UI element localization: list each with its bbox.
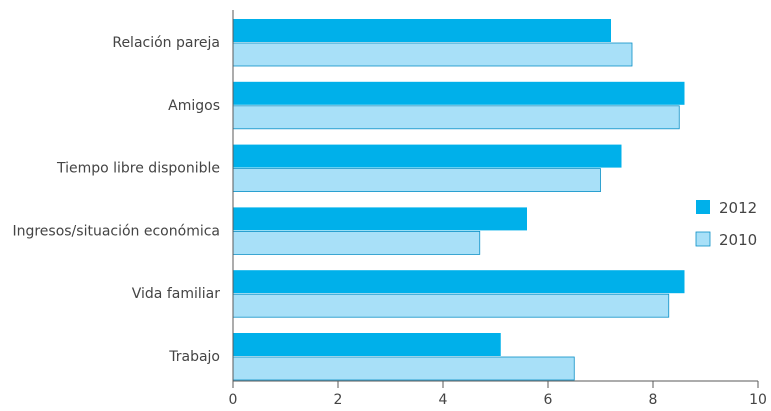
category-labels: Relación pareja Amigos Tiempo libre dispon… — [12, 35, 220, 365]
bar-2012-0 — [233, 19, 611, 42]
bar-2010-0 — [232, 42, 633, 67]
category-label: Relación pareja — [112, 35, 220, 51]
legend: 2012 2010 — [695, 199, 757, 249]
bar-2010-3 — [232, 230, 481, 255]
legend-swatch-2012 — [696, 200, 710, 214]
bar-2012-2 — [233, 144, 622, 168]
bar-2010-2 — [232, 168, 601, 193]
legend-label-2010: 2010 — [719, 231, 757, 249]
category-label: Vida familiar — [132, 286, 220, 302]
x-ticks: 0 2 4 6 8 10 — [229, 381, 767, 408]
bar-2012-3 — [233, 207, 527, 231]
bar-2012-5 — [233, 333, 501, 356]
x-tick-label: 0 — [229, 392, 238, 408]
bar-2010-5 — [232, 356, 575, 381]
x-tick-label: 6 — [544, 392, 553, 408]
bars-layer — [232, 19, 685, 381]
category-label: Ingresos/situación económica — [12, 223, 220, 239]
category-label: Trabajo — [168, 349, 220, 365]
bar-2012-1 — [233, 81, 685, 105]
legend-label-2012: 2012 — [719, 199, 757, 217]
x-tick-label: 10 — [749, 392, 767, 408]
x-tick-label: 2 — [334, 392, 343, 408]
x-tick-label: 4 — [439, 392, 448, 408]
x-tick-label: 8 — [649, 392, 658, 408]
legend-swatch-2010 — [695, 231, 711, 247]
bar-2010-4 — [232, 293, 670, 318]
category-label: Amigos — [168, 98, 220, 114]
bar-2012-4 — [233, 270, 685, 294]
bar-2010-1 — [232, 105, 680, 130]
category-label: Tiempo libre disponible — [56, 161, 220, 177]
